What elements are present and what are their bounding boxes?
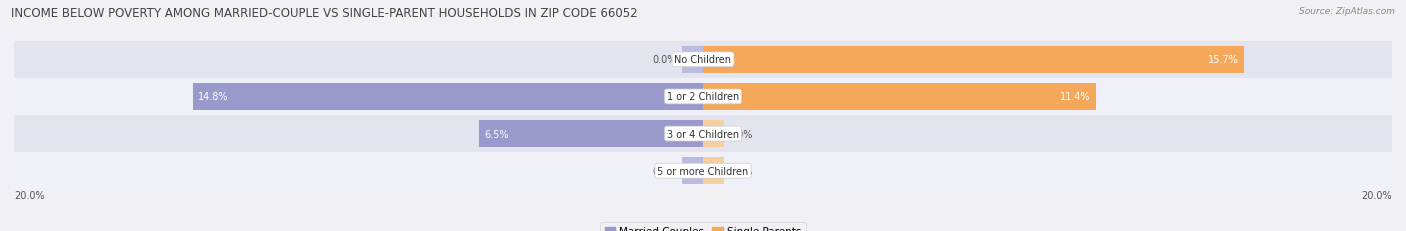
Text: 0.0%: 0.0%: [652, 55, 678, 65]
Text: 3 or 4 Children: 3 or 4 Children: [666, 129, 740, 139]
Text: 0.0%: 0.0%: [728, 129, 754, 139]
Text: 5 or more Children: 5 or more Children: [658, 166, 748, 176]
Bar: [14, 42, 1392, 79]
Text: Source: ZipAtlas.com: Source: ZipAtlas.com: [1299, 7, 1395, 16]
Bar: [14, 152, 1392, 189]
Bar: [703, 84, 1095, 110]
Bar: [703, 121, 724, 147]
Text: 11.4%: 11.4%: [1060, 92, 1091, 102]
Text: 15.7%: 15.7%: [1208, 55, 1239, 65]
Text: 20.0%: 20.0%: [14, 191, 45, 201]
Bar: [682, 47, 703, 73]
Bar: [14, 116, 1392, 152]
Bar: [682, 158, 703, 184]
Bar: [14, 79, 1392, 116]
Text: 0.0%: 0.0%: [652, 166, 678, 176]
Legend: Married Couples, Single Parents: Married Couples, Single Parents: [600, 222, 806, 231]
Bar: [703, 158, 724, 184]
Bar: [703, 47, 1244, 73]
Text: 6.5%: 6.5%: [484, 129, 509, 139]
Bar: [193, 84, 703, 110]
Text: 14.8%: 14.8%: [198, 92, 229, 102]
Bar: [479, 121, 703, 147]
Text: 0.0%: 0.0%: [728, 166, 754, 176]
Text: 20.0%: 20.0%: [1361, 191, 1392, 201]
Text: 1 or 2 Children: 1 or 2 Children: [666, 92, 740, 102]
Text: INCOME BELOW POVERTY AMONG MARRIED-COUPLE VS SINGLE-PARENT HOUSEHOLDS IN ZIP COD: INCOME BELOW POVERTY AMONG MARRIED-COUPL…: [11, 7, 638, 20]
Text: No Children: No Children: [675, 55, 731, 65]
